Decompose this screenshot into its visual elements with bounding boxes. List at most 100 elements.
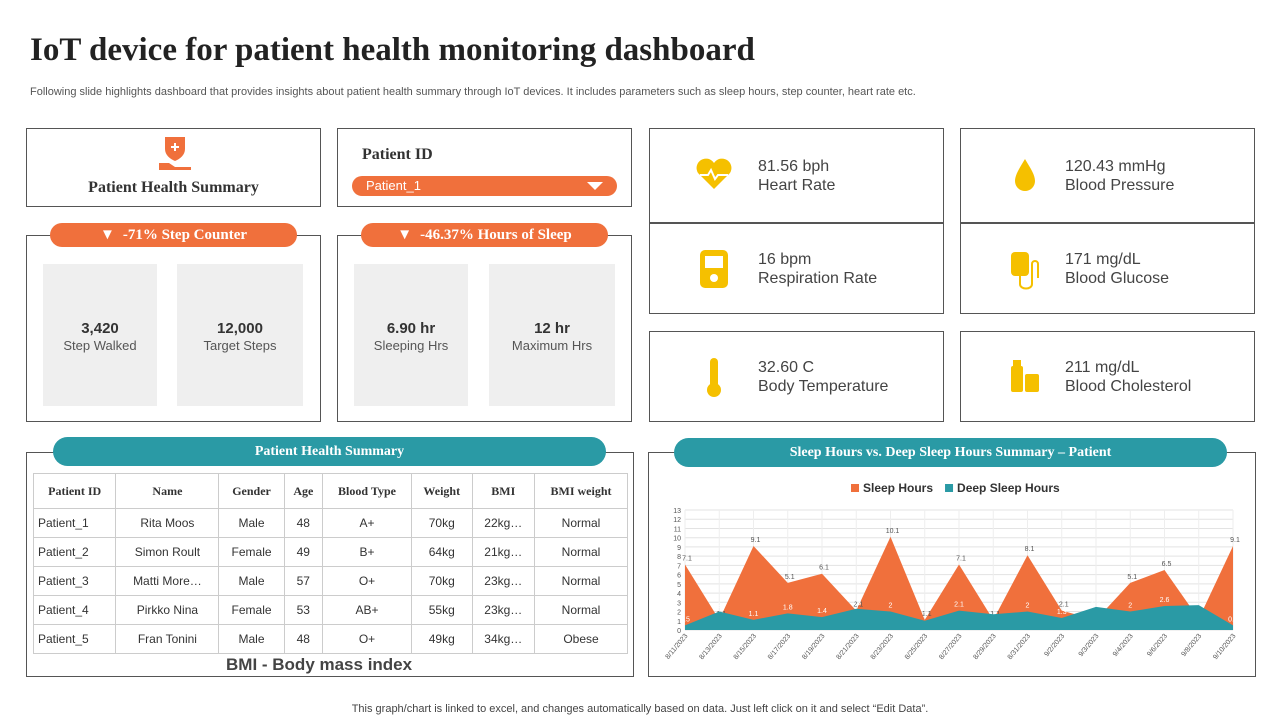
- x-tick-label: 9/6/2023: [1146, 633, 1169, 658]
- x-tick-label: 8/31/2023: [1007, 633, 1032, 661]
- y-tick-label: 5: [677, 582, 681, 589]
- sleep-header: ▼ -46.37% Hours of Sleep: [361, 223, 608, 247]
- y-tick-label: 2: [677, 610, 681, 617]
- table-body: Patient_1 Rita Moos Male 48 A+ 70kg 22kg… Norma…: [32, 508, 628, 654]
- table-row: Patient_1 Rita Moos Male 48 A+ 70kg 22kg… Norma…: [32, 508, 628, 538]
- area: [685, 536, 1233, 630]
- metric-icon: [707, 357, 721, 397]
- data-label: 2.1: [954, 602, 964, 609]
- table-cell: Male: [218, 508, 285, 538]
- data-label: 5.1: [1127, 574, 1137, 581]
- stat: 12 hr Maximum Hrs: [489, 264, 615, 406]
- column-header: Patient ID: [32, 473, 117, 509]
- health-icon: [159, 137, 191, 170]
- metric-card: 16 bpm Respiration Rate: [649, 223, 944, 314]
- table-cell: Patient_4: [32, 595, 117, 625]
- metric-label: Blood Cholesterol: [1065, 377, 1192, 395]
- x-tick-label: 8/19/2023: [801, 633, 826, 661]
- column-header: Age: [283, 473, 324, 509]
- table-cell: Obese: [534, 624, 628, 654]
- metric-card: 171 mg/dL Blood Glucose: [960, 223, 1255, 314]
- y-tick-label: 6: [677, 573, 681, 580]
- x-tick-label: 9/2/2023: [1043, 633, 1066, 658]
- metric-value: 16 bpm: [758, 250, 812, 268]
- metric-card: 120.43 mmHg Blood Pressure: [960, 128, 1255, 223]
- column-header: Name: [115, 473, 220, 509]
- dropdown-value[interactable]: Patient_1: [366, 178, 421, 193]
- legend-swatch: [945, 484, 954, 492]
- table-cell: 53: [283, 595, 324, 625]
- y-tick-label: 9: [677, 545, 681, 552]
- table-cell: Normal: [534, 508, 628, 538]
- table-cell: Patient_3: [32, 566, 117, 596]
- data-label: 1: [923, 612, 927, 619]
- data-label: 2.5: [1091, 598, 1101, 605]
- stat-label: Maximum Hrs: [511, 338, 593, 353]
- x-tick-label: 8/17/2023: [767, 633, 792, 661]
- stat-value: 6.90 hr: [386, 320, 436, 337]
- metric-text: 211 mg/dL Blood Cholesterol: [1065, 358, 1191, 396]
- patient-table: Patient ID Name Gender Age Blood Type Weight B…: [32, 473, 628, 654]
- data-label: 0.5: [680, 616, 690, 623]
- x-tick-label: 8/29/2023: [972, 633, 997, 661]
- table-cell: Patient_2: [32, 537, 117, 567]
- data-label: 1.4: [817, 608, 827, 615]
- stat-value: 12 hr: [534, 320, 570, 337]
- metric-value: 120.43 mmHg: [1065, 157, 1166, 175]
- table-cell: A+: [322, 508, 412, 538]
- table-note: BMI - Body mass index: [226, 655, 413, 674]
- patient-dropdown[interactable]: Patient_1: [352, 176, 617, 196]
- y-tick-label: 12: [673, 517, 681, 524]
- dropdown-arrow[interactable]: [587, 182, 603, 190]
- table-cell: 55kg: [410, 595, 473, 625]
- table-row: Patient_5 Fran Tonini Male 48 O+ 49kg 34kg… Obe…: [32, 624, 628, 654]
- table-cell: Normal: [534, 537, 628, 567]
- table-cell: Normal: [534, 566, 628, 596]
- data-label: 7.1: [682, 555, 692, 562]
- table-cell: 48: [283, 508, 324, 538]
- column-header: Blood Type: [322, 473, 412, 509]
- y-tick-label: 1: [677, 619, 681, 626]
- data-label: 9.1: [751, 537, 761, 544]
- data-label: 2: [1128, 603, 1132, 610]
- data-label: 0.5: [1228, 616, 1238, 623]
- stat-label: Sleeping Hrs: [373, 338, 449, 353]
- y-tick-label: 4: [677, 591, 681, 598]
- sleep-header-text: -46.37% Hours of Sleep: [420, 226, 572, 243]
- x-tick-label: 8/13/2023: [698, 633, 723, 661]
- stat: 3,420 Step Walked: [43, 264, 157, 406]
- table-cell: Female: [218, 537, 285, 567]
- metric-icon: [696, 158, 732, 189]
- metric-card: 81.56 bph Heart Rate: [649, 128, 944, 223]
- table-cell: AB+: [322, 595, 412, 625]
- data-label: 2: [717, 603, 721, 610]
- area: [685, 605, 1233, 630]
- data-label: 6.5: [1162, 561, 1172, 568]
- table-cell: B+: [322, 537, 412, 567]
- table-row: Patient_4 Pirkko Nina Female 53 AB+ 55kg 23kg……: [32, 595, 628, 625]
- data-label: 2: [1026, 603, 1030, 610]
- table-cell: 49kg: [410, 624, 473, 654]
- metric-label: Body Temperature: [758, 377, 889, 395]
- metric-icon: [1011, 251, 1039, 289]
- data-label: 1.1: [922, 611, 932, 618]
- y-tick-label: 7: [677, 563, 681, 570]
- stat-label: Target Steps: [203, 338, 277, 353]
- metric-label: Heart Rate: [758, 176, 836, 194]
- table-cell: Patient_5: [32, 624, 117, 654]
- metric-label: Respiration Rate: [758, 269, 878, 287]
- x-tick-label: 8/21/2023: [835, 633, 860, 661]
- table-cell: Pirkko Nina: [115, 595, 220, 625]
- patient-label: Patient ID: [362, 146, 433, 163]
- chart-title: Sleep Hours vs. Deep Sleep Hours Summary…: [674, 438, 1227, 467]
- x-tick-label: 8/11/2023: [664, 633, 689, 661]
- stat-value: 12,000: [217, 320, 263, 337]
- metric-text: 171 mg/dL Blood Glucose: [1065, 250, 1169, 288]
- page-title: IoT device for patient health monitoring…: [30, 32, 755, 68]
- table-cell: Rita Moos: [115, 508, 220, 538]
- table-cell: Matti More…: [115, 566, 220, 596]
- x-tick-label: 8/27/2023: [938, 633, 963, 661]
- metric-text: 81.56 bph Heart Rate: [758, 157, 835, 195]
